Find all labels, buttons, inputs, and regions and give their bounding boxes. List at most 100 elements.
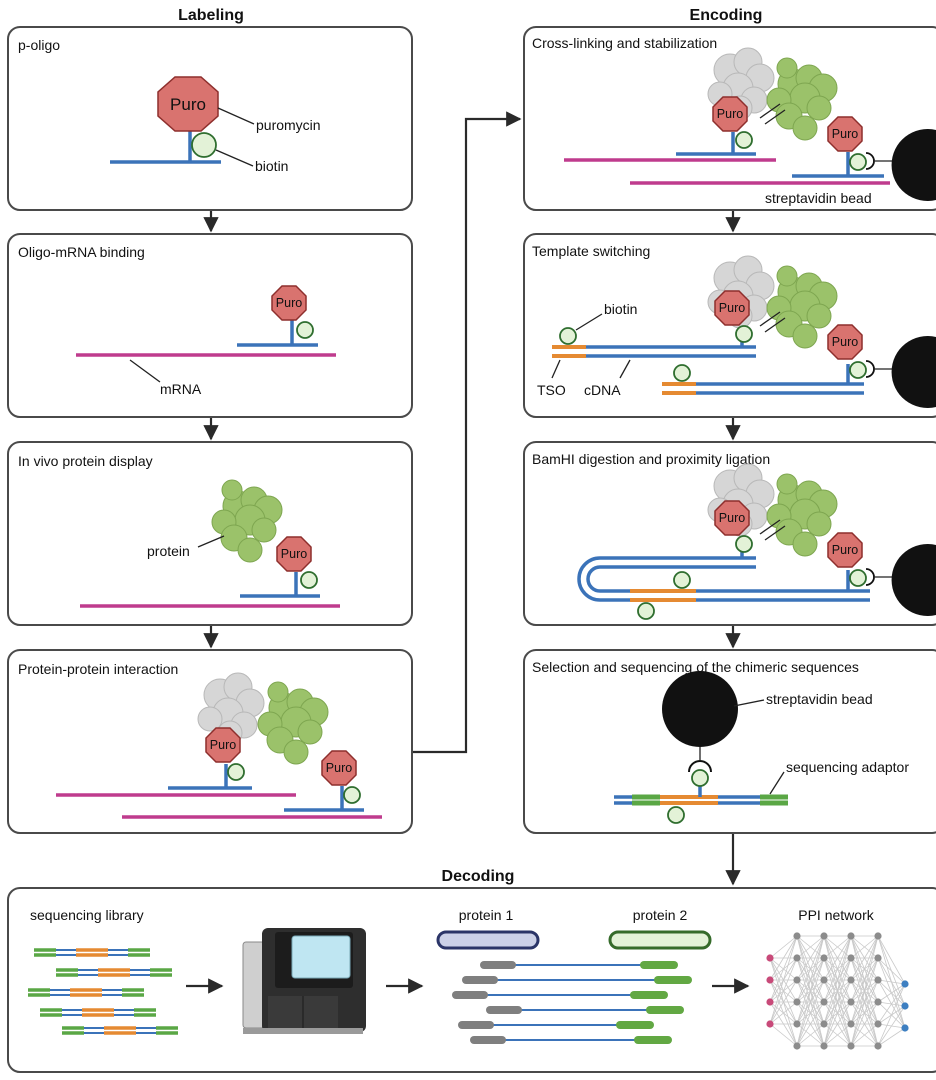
library-fragment xyxy=(56,968,172,977)
template-switching-title: Template switching xyxy=(532,243,650,259)
encoding-heading: Encoding xyxy=(690,7,763,24)
oligo-mrna-diagram: Puro mRNA xyxy=(76,285,336,397)
mrna-label: mRNA xyxy=(160,381,202,397)
puromycin-label: puromycin xyxy=(256,117,321,133)
network-node xyxy=(766,976,774,984)
network-node xyxy=(847,976,855,984)
network-node xyxy=(820,998,828,1006)
biotin-circle-icon xyxy=(849,361,867,379)
labeling-heading: Labeling xyxy=(178,7,244,24)
network-icon xyxy=(766,932,909,1050)
network-node xyxy=(766,1020,774,1028)
puro-label: Puro xyxy=(832,543,858,557)
network-node xyxy=(847,1042,855,1050)
streptavidin-bead-icon xyxy=(891,544,936,616)
biotin-label: biotin xyxy=(604,301,637,317)
chimeric-reads-graphic xyxy=(452,961,692,1044)
network-node xyxy=(793,932,801,940)
network-node xyxy=(820,1020,828,1028)
streptavidin-bead-label: streptavidin bead xyxy=(765,190,872,206)
sequencing-library-graphic xyxy=(28,948,178,1035)
biotin-circle-icon xyxy=(735,325,753,343)
network-node xyxy=(874,1020,882,1028)
biotin-circle-icon xyxy=(735,535,753,553)
biotin-circle-icon xyxy=(735,131,753,149)
library-fragment xyxy=(62,1026,178,1035)
biotin-circle-icon xyxy=(667,806,685,824)
bamhi-title: BamHI digestion and proximity ligation xyxy=(532,451,770,467)
protein-2-bar xyxy=(608,930,712,950)
selection-title: Selection and sequencing of the chimeric… xyxy=(532,659,859,675)
sequencing-library-label: sequencing library xyxy=(30,907,144,923)
network-node xyxy=(793,1020,801,1028)
library-fragment xyxy=(34,948,150,957)
network-node xyxy=(793,954,801,962)
selection-diagram: streptavidin bead sequencing adaptor xyxy=(614,671,909,824)
oligo-mrna-title: Oligo-mRNA binding xyxy=(18,244,145,260)
library-fragment xyxy=(40,1008,156,1017)
puro-label: Puro xyxy=(276,296,302,310)
network-node xyxy=(847,1020,855,1028)
flow-arrow-to-encoding xyxy=(413,111,522,754)
in-vivo-title: In vivo protein display xyxy=(18,453,153,469)
panel-in-vivo-display xyxy=(7,441,413,626)
network-node xyxy=(847,998,855,1006)
network-node xyxy=(847,932,855,940)
puro-label: Puro xyxy=(170,95,206,114)
network-node xyxy=(793,976,801,984)
puro-label: Puro xyxy=(326,761,352,775)
decoding-heading: Decoding xyxy=(442,868,515,885)
biotin-circle-icon xyxy=(673,571,691,589)
library-fragment xyxy=(28,988,144,997)
panel-selection xyxy=(523,649,936,834)
cdna-label: cDNA xyxy=(584,382,621,398)
panel-oligo-mrna-binding xyxy=(7,233,413,418)
biotin-circle-icon xyxy=(343,786,361,804)
biotin-circle-icon xyxy=(191,132,217,158)
biotin-circle-icon xyxy=(300,571,318,589)
network-node xyxy=(874,954,882,962)
biotin-circle-icon xyxy=(673,364,691,382)
biotin-label: biotin xyxy=(255,158,288,174)
ppi-diagram: Puro Puro xyxy=(56,672,382,819)
biotin-circle-icon xyxy=(227,763,245,781)
biotin-circle-icon xyxy=(637,602,655,620)
streptavidin-bead-icon xyxy=(662,671,738,747)
bamhi-diagram: Puro Puro xyxy=(577,463,936,620)
biotin-circle-icon xyxy=(559,327,577,345)
protein-1-bar xyxy=(436,930,540,950)
network-node xyxy=(874,1042,882,1050)
ppi-network-label: PPI network xyxy=(798,907,874,923)
network-node xyxy=(793,998,801,1006)
crosslinking-title: Cross-linking and stabilization xyxy=(532,35,717,51)
in-vivo-diagram: Puro protein xyxy=(80,479,340,608)
protein-1-label: protein 1 xyxy=(459,907,514,923)
network-node xyxy=(901,1024,909,1032)
p-oligo-diagram: Puro puromycin biotin xyxy=(110,76,321,174)
network-node xyxy=(874,998,882,1006)
network-node xyxy=(820,976,828,984)
ppi-title: Protein-protein interaction xyxy=(18,661,178,677)
streptavidin-bead-label: streptavidin bead xyxy=(766,691,873,707)
sequencing-adaptor-label: sequencing adaptor xyxy=(786,759,909,775)
puro-label: Puro xyxy=(832,335,858,349)
biotin-circle-icon xyxy=(849,153,867,171)
puro-label: Puro xyxy=(832,127,858,141)
network-node xyxy=(820,954,828,962)
network-node xyxy=(820,932,828,940)
network-node xyxy=(874,976,882,984)
streptavidin-bead-icon xyxy=(891,336,936,409)
biotin-circle-icon xyxy=(296,321,314,339)
biotin-circle-icon xyxy=(691,769,709,787)
network-node xyxy=(874,932,882,940)
puro-label: Puro xyxy=(719,301,745,315)
network-node xyxy=(766,954,774,962)
network-node xyxy=(820,1042,828,1050)
puro-label: Puro xyxy=(717,107,743,121)
network-node xyxy=(901,980,909,988)
network-node xyxy=(793,1042,801,1050)
protein-label: protein xyxy=(147,543,190,559)
template-switching-diagram: Puro Puro biotin TSO cDNA xyxy=(537,255,936,409)
puro-label: Puro xyxy=(281,547,307,561)
